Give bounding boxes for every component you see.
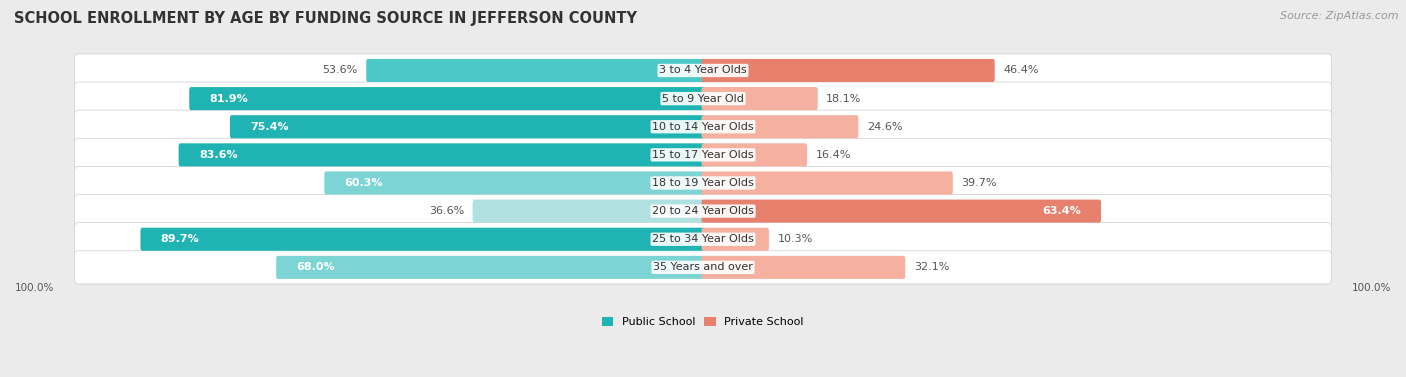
FancyBboxPatch shape xyxy=(702,87,818,110)
Text: 89.7%: 89.7% xyxy=(160,234,200,244)
Text: 68.0%: 68.0% xyxy=(297,262,335,272)
FancyBboxPatch shape xyxy=(702,59,994,82)
Text: 36.6%: 36.6% xyxy=(429,206,464,216)
Text: 75.4%: 75.4% xyxy=(250,122,288,132)
Text: 100.0%: 100.0% xyxy=(15,284,55,293)
Text: 5 to 9 Year Old: 5 to 9 Year Old xyxy=(662,93,744,104)
Text: 25 to 34 Year Olds: 25 to 34 Year Olds xyxy=(652,234,754,244)
FancyBboxPatch shape xyxy=(702,228,769,251)
Text: 81.9%: 81.9% xyxy=(209,93,249,104)
Text: 32.1%: 32.1% xyxy=(914,262,949,272)
Text: 63.4%: 63.4% xyxy=(1042,206,1081,216)
FancyBboxPatch shape xyxy=(75,54,1331,87)
Text: 60.3%: 60.3% xyxy=(344,178,382,188)
FancyBboxPatch shape xyxy=(231,115,704,138)
Text: 46.4%: 46.4% xyxy=(1004,66,1039,75)
Text: 24.6%: 24.6% xyxy=(868,122,903,132)
Text: 39.7%: 39.7% xyxy=(962,178,997,188)
FancyBboxPatch shape xyxy=(702,199,1101,223)
FancyBboxPatch shape xyxy=(75,166,1331,199)
Text: 10 to 14 Year Olds: 10 to 14 Year Olds xyxy=(652,122,754,132)
Legend: Public School, Private School: Public School, Private School xyxy=(598,313,808,332)
Text: 15 to 17 Year Olds: 15 to 17 Year Olds xyxy=(652,150,754,160)
FancyBboxPatch shape xyxy=(702,115,858,138)
Text: 16.4%: 16.4% xyxy=(815,150,851,160)
FancyBboxPatch shape xyxy=(702,172,953,195)
Text: 18.1%: 18.1% xyxy=(827,93,862,104)
Text: 20 to 24 Year Olds: 20 to 24 Year Olds xyxy=(652,206,754,216)
FancyBboxPatch shape xyxy=(75,223,1331,256)
FancyBboxPatch shape xyxy=(179,143,704,166)
Text: 35 Years and over: 35 Years and over xyxy=(652,262,754,272)
Text: 100.0%: 100.0% xyxy=(1351,284,1391,293)
FancyBboxPatch shape xyxy=(75,195,1331,228)
FancyBboxPatch shape xyxy=(190,87,704,110)
FancyBboxPatch shape xyxy=(75,138,1331,172)
FancyBboxPatch shape xyxy=(702,256,905,279)
FancyBboxPatch shape xyxy=(472,199,704,223)
Text: 10.3%: 10.3% xyxy=(778,234,813,244)
FancyBboxPatch shape xyxy=(702,143,807,166)
Text: Source: ZipAtlas.com: Source: ZipAtlas.com xyxy=(1281,11,1399,21)
FancyBboxPatch shape xyxy=(141,228,704,251)
FancyBboxPatch shape xyxy=(75,82,1331,115)
FancyBboxPatch shape xyxy=(276,256,704,279)
Text: SCHOOL ENROLLMENT BY AGE BY FUNDING SOURCE IN JEFFERSON COUNTY: SCHOOL ENROLLMENT BY AGE BY FUNDING SOUR… xyxy=(14,11,637,26)
FancyBboxPatch shape xyxy=(75,251,1331,284)
FancyBboxPatch shape xyxy=(366,59,704,82)
FancyBboxPatch shape xyxy=(75,110,1331,143)
Text: 3 to 4 Year Olds: 3 to 4 Year Olds xyxy=(659,66,747,75)
Text: 53.6%: 53.6% xyxy=(322,66,357,75)
FancyBboxPatch shape xyxy=(325,172,704,195)
Text: 83.6%: 83.6% xyxy=(198,150,238,160)
Text: 18 to 19 Year Olds: 18 to 19 Year Olds xyxy=(652,178,754,188)
